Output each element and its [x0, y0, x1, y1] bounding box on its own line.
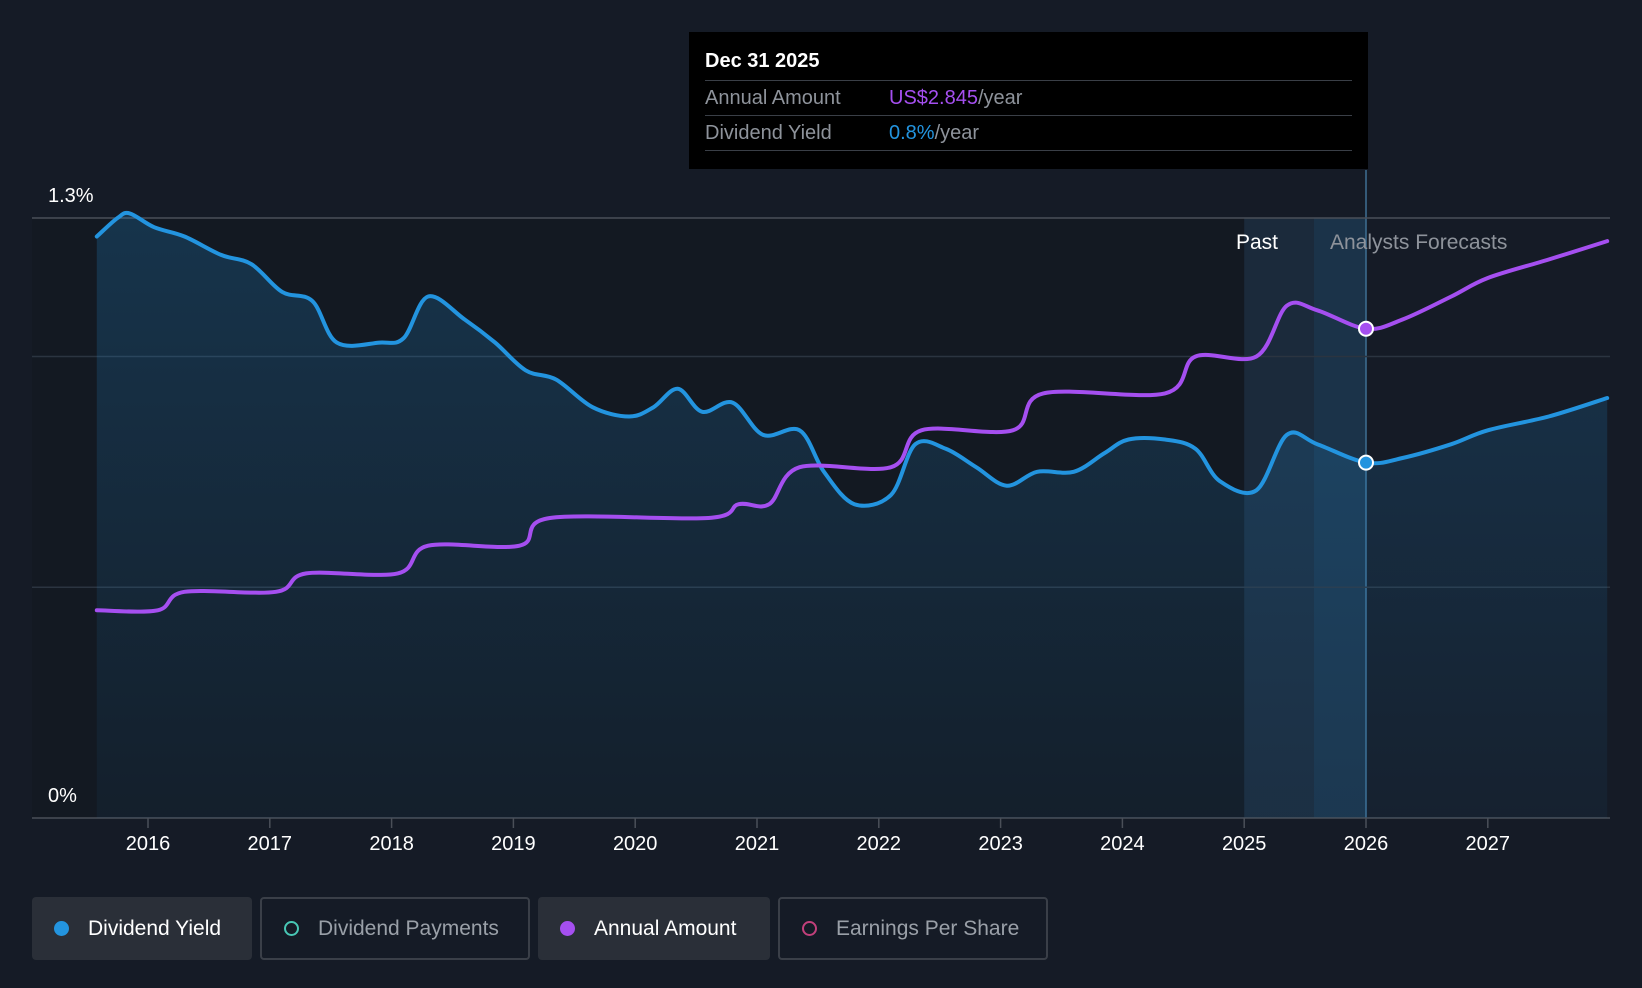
x-tick-label: 2018	[369, 833, 414, 855]
forecast-label: Analysts Forecasts	[1330, 231, 1507, 254]
tooltip-annual-label: Annual Amount	[705, 87, 841, 109]
y-tick-label-bottom: 0%	[48, 785, 77, 807]
dividend-yield-dot-icon	[54, 921, 69, 936]
legend-annual-amount-label: Annual Amount	[594, 916, 737, 940]
tooltip-date: Dec 31 2025	[705, 46, 1352, 81]
legend-dividend-yield[interactable]: Dividend Yield	[32, 897, 252, 960]
region-labels: Past Analysts Forecasts	[1236, 231, 1507, 254]
legend-annual-amount[interactable]: Annual Amount	[538, 897, 770, 960]
tooltip-yield-value: 0.8%	[889, 122, 935, 144]
x-tick-label: 2026	[1344, 833, 1389, 855]
y-tick-label-top: 1.3%	[48, 185, 94, 207]
x-tick-label: 2016	[126, 833, 171, 855]
y-axis: 1.3% 0%	[48, 185, 94, 807]
x-tick-label: 2022	[857, 833, 902, 855]
tooltip-annual-unit: /year	[977, 87, 1023, 109]
tooltip-annual-row: Annual Amount US$2.845/year	[705, 81, 1352, 116]
x-tick-label: 2023	[978, 833, 1023, 855]
tooltip-yield-label: Dividend Yield	[705, 122, 832, 144]
x-tick-label: 2017	[248, 833, 293, 855]
x-axis: 2016 2017 2018 2019 2020 2021 2022 2023 2024 2025…	[126, 818, 1510, 855]
past-label: Past	[1236, 231, 1278, 254]
legend-dividend-yield-label: Dividend Yield	[88, 916, 222, 940]
dividend-yield-line	[94, 210, 1610, 508]
x-tick-label: 2027	[1466, 833, 1511, 855]
series-areas	[96, 212, 1608, 818]
x-tick-label: 2025	[1222, 833, 1267, 855]
earnings-per-share-ring-icon	[802, 921, 817, 936]
legend-dividend-payments[interactable]: Dividend Payments	[260, 897, 530, 960]
annual-amount-marker	[1358, 320, 1374, 337]
highlight-markers	[1358, 320, 1374, 471]
x-tick-label: 2019	[491, 833, 536, 855]
chart-tooltip: Dec 31 2025 Annual Amount US$2.845/year D…	[689, 32, 1368, 169]
legend-earnings-per-share-label: Earnings Per Share	[836, 916, 1020, 940]
tooltip-yield-unit: /year	[934, 122, 980, 144]
dividend-yield-marker	[1358, 454, 1374, 471]
dividend-payments-ring-icon	[284, 921, 299, 936]
annual-amount-dot-icon	[560, 921, 575, 936]
tooltip-annual-value: US$2.845	[889, 87, 978, 109]
x-tick-label: 2021	[735, 833, 780, 855]
tooltip-yield-row: Dividend Yield 0.8%/year	[705, 116, 1352, 151]
legend-dividend-payments-label: Dividend Payments	[318, 916, 499, 940]
x-tick-label: 2020	[613, 833, 658, 855]
dividend-yield-area	[96, 212, 1608, 818]
x-tick-label: 2024	[1100, 833, 1145, 855]
legend-earnings-per-share[interactable]: Earnings Per Share	[778, 897, 1048, 960]
